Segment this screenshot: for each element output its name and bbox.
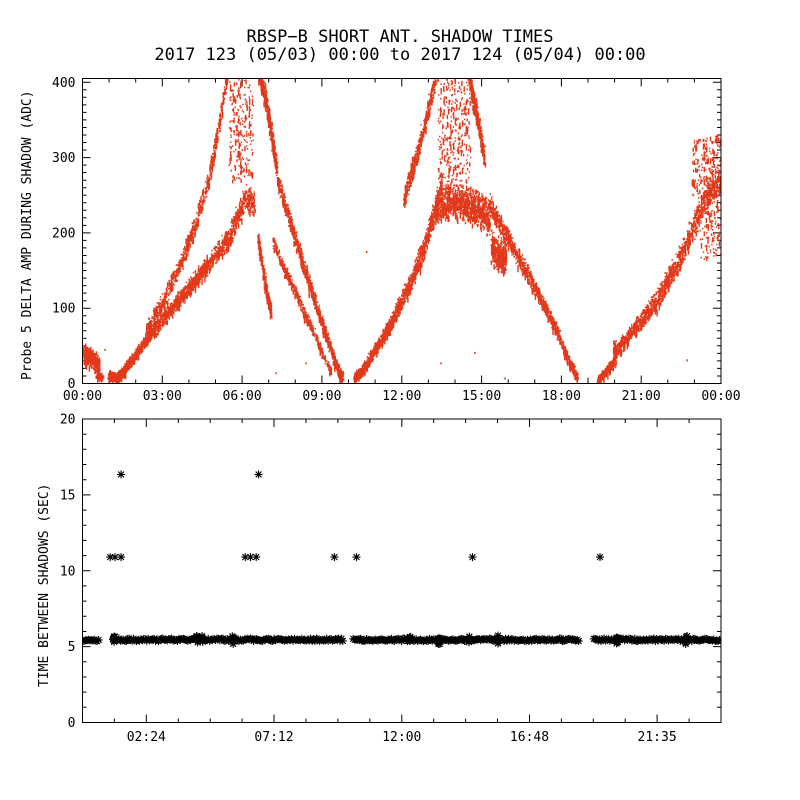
bottom-panel: 02:24 07:12 12:00 16:48 21:35 0 5 10 15 20: [60, 413, 722, 746]
bottom-panel-tick-labels: 02:24 07:12 12:00 16:48 21:35 0 5 10 15 20: [60, 413, 677, 746]
plot-subtitle: 2017 123 (05/03) 00:00 to 2017 124 (05/0…: [154, 45, 646, 65]
top-panel-tick-labels: 00:00 03:00 06:00 09:00 12:00 15:00 18:00 21:00…: [52, 76, 741, 404]
top-panel-x-tick-label: 09:00: [302, 389, 341, 404]
top-panel-x-tick-label: 12:00: [382, 389, 421, 404]
top-panel-x-tick-label: 21:00: [622, 389, 661, 404]
top-panel-x-tick-label: 18:00: [542, 389, 581, 404]
bottom-panel-ticks: [82, 418, 722, 723]
top-panel-x-tick-label: 00:00: [701, 389, 740, 404]
top-panel-x-tick-label: 15:00: [462, 389, 501, 404]
top-panel: 00:00 03:00 06:00 09:00 12:00 15:00 18:00 21:00…: [52, 76, 741, 404]
time-between-shadows-markers: [83, 470, 721, 648]
bottom-panel-x-tick-label: 21:35: [638, 730, 677, 745]
bottom-panel-x-tick-label: 16:48: [510, 730, 549, 745]
top-panel-y-tick-label: 0: [68, 377, 76, 392]
bottom-panel-x-tick-label: 12:00: [382, 730, 421, 745]
bottom-panel-x-tick-label: 07:12: [254, 730, 293, 745]
bottom-panel-x-tick-label: 02:24: [127, 730, 166, 745]
top-panel-y-tick-label: 400: [52, 76, 75, 91]
bottom-panel-y-tick-label: 10: [60, 564, 76, 579]
top-panel-y-tick-label: 300: [52, 151, 75, 166]
bottom-panel-y-tick-label: 15: [60, 488, 76, 503]
bottom-panel-y-tick-label: 0: [68, 716, 76, 731]
top-panel-y-tick-label: 200: [52, 226, 75, 241]
bottom-panel-y-tick-label: 5: [68, 640, 76, 655]
top-panel-x-tick-label: 06:00: [223, 389, 262, 404]
top-panel-x-tick-label: 03:00: [143, 389, 182, 404]
delta-amp-scatter-points: [83, 79, 721, 383]
plot-title: RBSP−B SHORT ANT. SHADOW TIMES: [246, 27, 554, 47]
top-panel-y-tick-label: 100: [52, 302, 75, 317]
top-panel-ticks: [82, 78, 722, 384]
top-panel-x-tick-label: 00:00: [63, 389, 102, 404]
bottom-panel-y-tick-label: 20: [60, 413, 76, 428]
bottom-panel-frame: [82, 418, 722, 723]
